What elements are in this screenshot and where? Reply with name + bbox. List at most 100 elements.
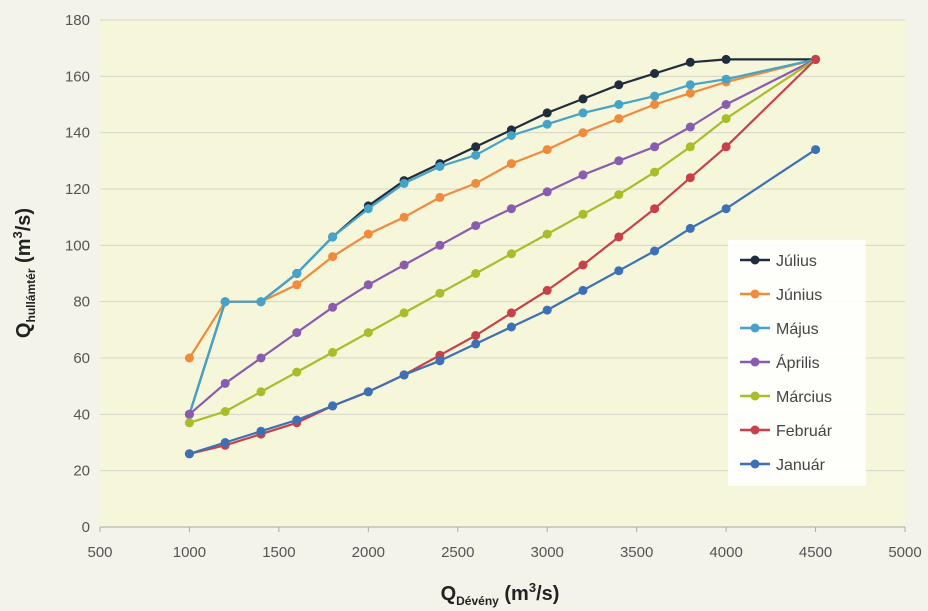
legend-label: Június — [776, 287, 822, 304]
x-tick-label: 4000 — [709, 544, 742, 561]
data-point — [685, 223, 695, 233]
x-tick-label: 3000 — [531, 544, 564, 561]
data-point — [435, 356, 445, 366]
data-point — [542, 108, 552, 118]
data-point — [721, 74, 731, 84]
data-point — [614, 232, 624, 242]
data-point — [471, 142, 481, 152]
series-Április — [184, 54, 821, 419]
data-point — [363, 280, 373, 290]
legend-label: Április — [776, 353, 820, 372]
data-point — [578, 128, 588, 138]
legend-swatch-marker — [750, 391, 760, 401]
data-point — [650, 204, 660, 214]
x-tick-label: 5000 — [888, 544, 921, 561]
data-point — [399, 212, 409, 222]
data-point — [578, 209, 588, 219]
legend-label: Február — [776, 423, 833, 440]
data-point — [578, 260, 588, 270]
y-tick-label: 0 — [82, 519, 90, 536]
data-point — [184, 409, 194, 419]
data-point — [721, 100, 731, 109]
legend-swatch-marker — [750, 289, 760, 299]
data-point — [328, 347, 338, 357]
series-Január — [184, 145, 821, 459]
data-point — [614, 190, 624, 200]
data-point — [650, 69, 660, 78]
legend-label: Május — [776, 321, 819, 338]
data-point — [578, 108, 588, 118]
data-point — [292, 269, 302, 278]
legend-item: Április — [740, 353, 820, 372]
data-point — [578, 94, 588, 104]
data-point — [685, 80, 695, 90]
data-point — [471, 221, 481, 231]
data-point — [578, 285, 588, 295]
legend-label: Július — [776, 253, 817, 270]
legend-item: Január — [740, 457, 826, 474]
y-tick-label: 160 — [65, 68, 90, 85]
data-point — [435, 240, 445, 250]
data-point — [721, 204, 731, 214]
legend-swatch-marker — [750, 357, 760, 367]
legend-swatch-marker — [750, 323, 760, 333]
data-point — [542, 305, 552, 315]
data-point — [256, 387, 266, 397]
legend-swatch-marker — [750, 255, 760, 265]
data-point — [256, 297, 266, 307]
y-tick-label: 100 — [65, 237, 90, 254]
data-point — [721, 54, 731, 64]
data-point — [220, 378, 230, 388]
data-point — [542, 145, 552, 155]
x-tick-label: 500 — [87, 544, 112, 561]
data-point — [685, 173, 695, 183]
y-axis-title: Qhullámtér (m3/s) — [10, 208, 38, 338]
y-tick-label: 40 — [73, 406, 90, 423]
data-point — [685, 142, 695, 152]
x-tick-label: 1000 — [173, 544, 206, 561]
data-point — [506, 204, 516, 214]
data-point — [471, 178, 481, 188]
data-point — [292, 280, 302, 290]
series-lines — [184, 54, 821, 459]
data-point — [614, 80, 624, 90]
data-point — [256, 353, 266, 363]
data-point — [328, 302, 338, 312]
data-point — [506, 159, 516, 169]
data-point — [506, 249, 516, 259]
data-point — [685, 88, 695, 98]
legend-swatch-marker — [750, 459, 760, 469]
data-point — [363, 204, 373, 214]
x-axis-title: QDévény (m3/s) — [441, 580, 560, 608]
legend-swatch-marker — [750, 425, 760, 435]
legend-item: Június — [740, 287, 822, 304]
data-point — [650, 100, 660, 109]
data-point — [506, 131, 516, 140]
data-point — [542, 119, 552, 129]
data-point — [399, 178, 409, 188]
data-point — [363, 387, 373, 397]
y-tick-label: 60 — [73, 350, 90, 367]
data-point — [614, 156, 624, 166]
data-point — [292, 415, 302, 425]
data-point — [811, 54, 821, 64]
data-point — [578, 170, 588, 180]
y-tick-label: 140 — [65, 125, 90, 142]
data-point — [685, 122, 695, 132]
data-point — [256, 426, 266, 436]
data-point — [184, 449, 194, 459]
data-point — [650, 246, 660, 256]
data-point — [650, 91, 660, 101]
legend-label: Március — [776, 389, 832, 406]
y-tick-label: 120 — [65, 181, 90, 198]
data-point — [471, 339, 481, 349]
data-point — [542, 229, 552, 239]
data-point — [399, 370, 409, 380]
data-point — [220, 297, 230, 307]
series-Március — [184, 54, 821, 428]
x-tick-label: 3500 — [620, 544, 653, 561]
data-point — [328, 232, 338, 242]
y-tick-label: 180 — [65, 12, 90, 29]
